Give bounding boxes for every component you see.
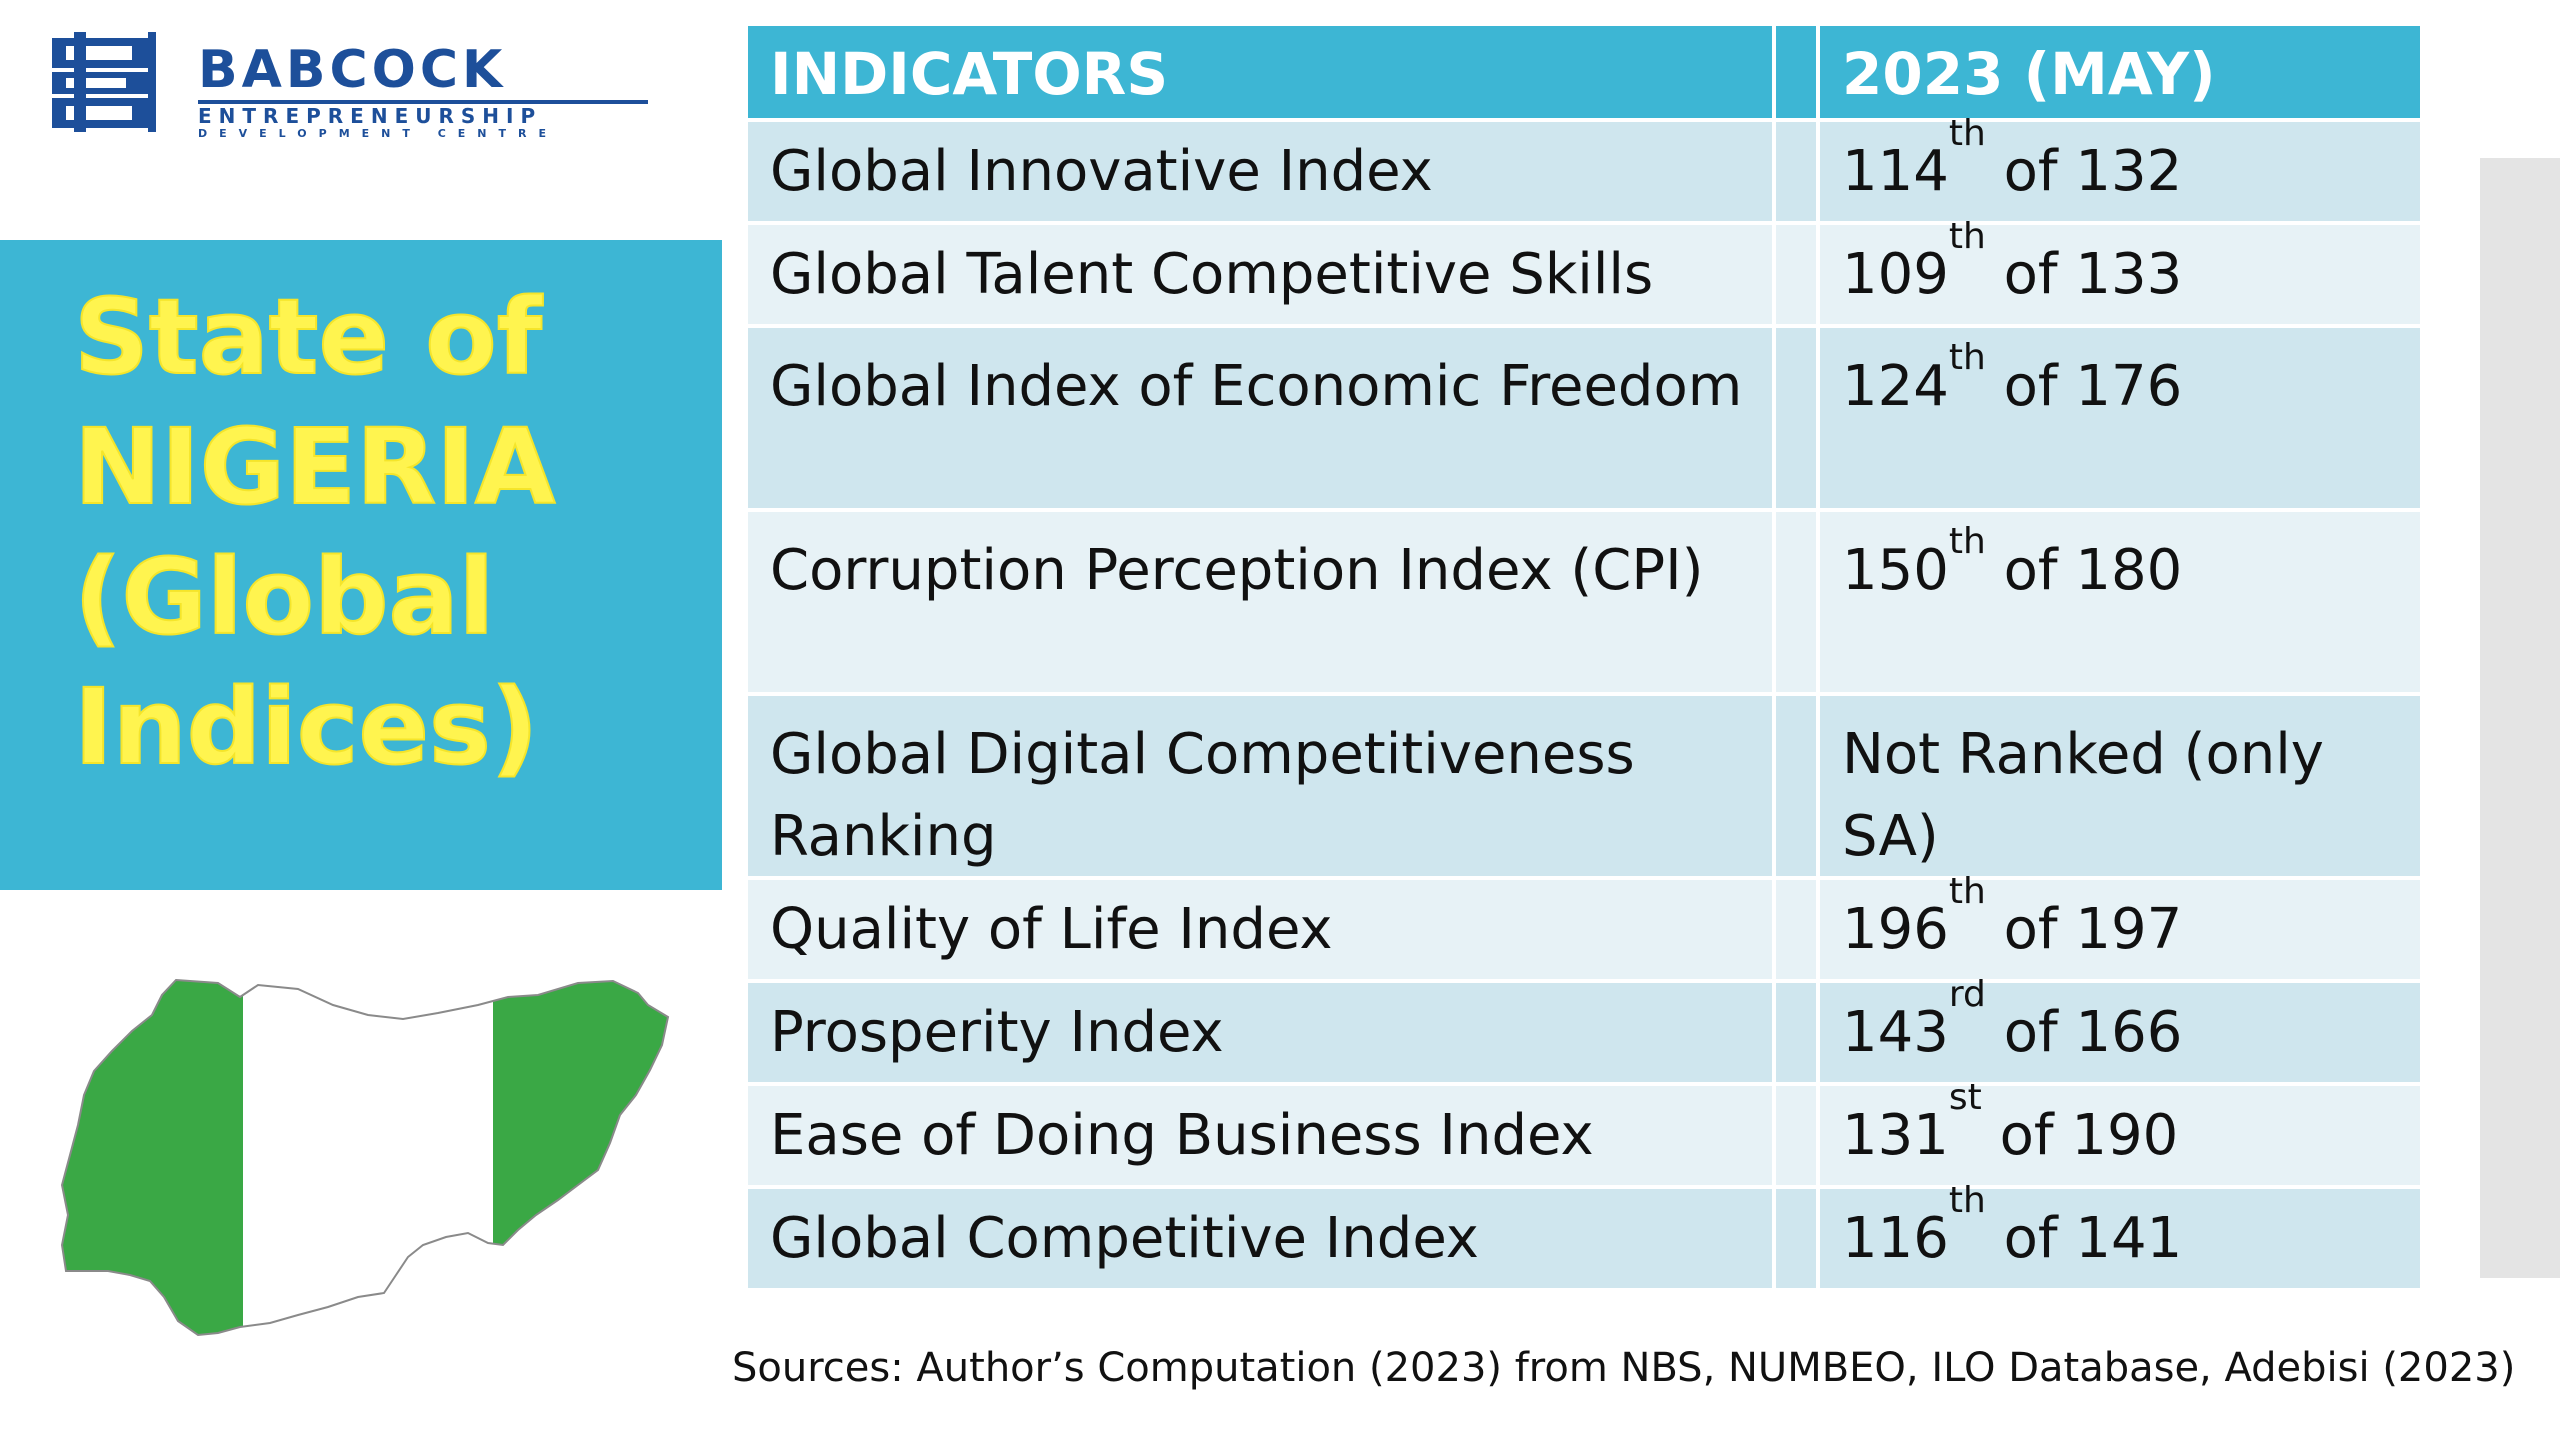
indicator-cell: Global Talent Competitive Skills (748, 225, 1776, 324)
spacer-cell (1776, 122, 1820, 221)
rank-cell: 196th of 197 (1842, 871, 2183, 963)
rank-cell: 131st of 190 (1842, 1077, 2179, 1169)
indicator-cell: Corruption Perception Index (CPI) (748, 512, 1776, 692)
table-row: Global Talent Competitive Skills 109th o… (748, 216, 2420, 328)
header-year: 2023 (MAY) (1842, 40, 2216, 108)
spacer-cell (1776, 328, 1820, 508)
header-spacer (1776, 26, 1820, 118)
side-decoration-bar (2480, 158, 2560, 1278)
indicator-cell: Global Innovative Index (748, 122, 1776, 221)
logo-subtitle-2: DEVELOPMENT CENTRE (198, 127, 558, 140)
title-panel: State of NIGERIA (Global Indices) (0, 240, 722, 890)
babcock-logo-icon (52, 32, 156, 132)
spacer-cell (1776, 1189, 1820, 1288)
spacer-cell (1776, 512, 1820, 692)
rank-cell: 124th of 176 (1842, 337, 2183, 420)
babcock-logo: BABCOCK ENTREPRENEURSHIP DEVELOPMENT CEN… (52, 32, 648, 142)
table-row: Corruption Perception Index (CPI) 150th … (748, 512, 2420, 696)
sources-note: Sources: Author’s Computation (2023) fro… (732, 1345, 2516, 1391)
logo-name: BABCOCK (198, 40, 507, 100)
title-line-4: Indices) (73, 666, 539, 788)
title-line-2: NIGERIA (73, 406, 556, 528)
indices-table: INDICATORS 2023 (MAY) Global Innovative … (748, 26, 2420, 1292)
spacer-cell (1776, 983, 1820, 1082)
table-row: Global Index of Economic Freedom 124th o… (748, 328, 2420, 512)
table-row: Ease of Doing Business Index 131st of 19… (748, 1077, 2420, 1189)
indicator-cell: Global Competitive Index (748, 1189, 1776, 1288)
spacer-cell (1776, 696, 1820, 876)
rank-cell: 114th of 132 (1842, 113, 2183, 205)
rank-cell: 116th of 141 (1842, 1180, 2183, 1272)
table-row: Global Innovative Index 114th of 132 (748, 113, 2420, 225)
logo-subtitle-1: ENTREPRENEURSHIP (198, 100, 648, 126)
indicator-cell: Prosperity Index (748, 983, 1776, 1082)
table-header-row: INDICATORS 2023 (MAY) (748, 26, 2420, 122)
indicator-cell: Quality of Life Index (748, 880, 1776, 979)
table-row: Global Competitive Index 116th of 141 (748, 1180, 2420, 1292)
table-row: Quality of Life Index 196th of 197 (748, 871, 2420, 983)
rank-cell: 143rd of 166 (1842, 974, 2183, 1066)
spacer-cell (1776, 1086, 1820, 1185)
indicator-cell: Global Digital Competitiveness Ranking (748, 696, 1776, 876)
rank-cell: Not Ranked (only SA) (1842, 722, 2324, 869)
rank-cell: 109th of 133 (1842, 216, 2183, 308)
indicator-cell: Ease of Doing Business Index (748, 1086, 1776, 1185)
spacer-cell (1776, 880, 1820, 979)
indicator-cell: Global Index of Economic Freedom (748, 328, 1776, 508)
header-indicators: INDICATORS (748, 26, 1776, 118)
rank-cell: 150th of 180 (1842, 521, 2183, 604)
nigeria-flag-map-icon (60, 978, 670, 1337)
title-line-1: State of (73, 276, 543, 398)
table-row: Prosperity Index 143rd of 166 (748, 974, 2420, 1086)
title-line-3: (Global (73, 536, 495, 658)
table-row: Global Digital Competitiveness Ranking N… (748, 696, 2420, 880)
spacer-cell (1776, 225, 1820, 324)
